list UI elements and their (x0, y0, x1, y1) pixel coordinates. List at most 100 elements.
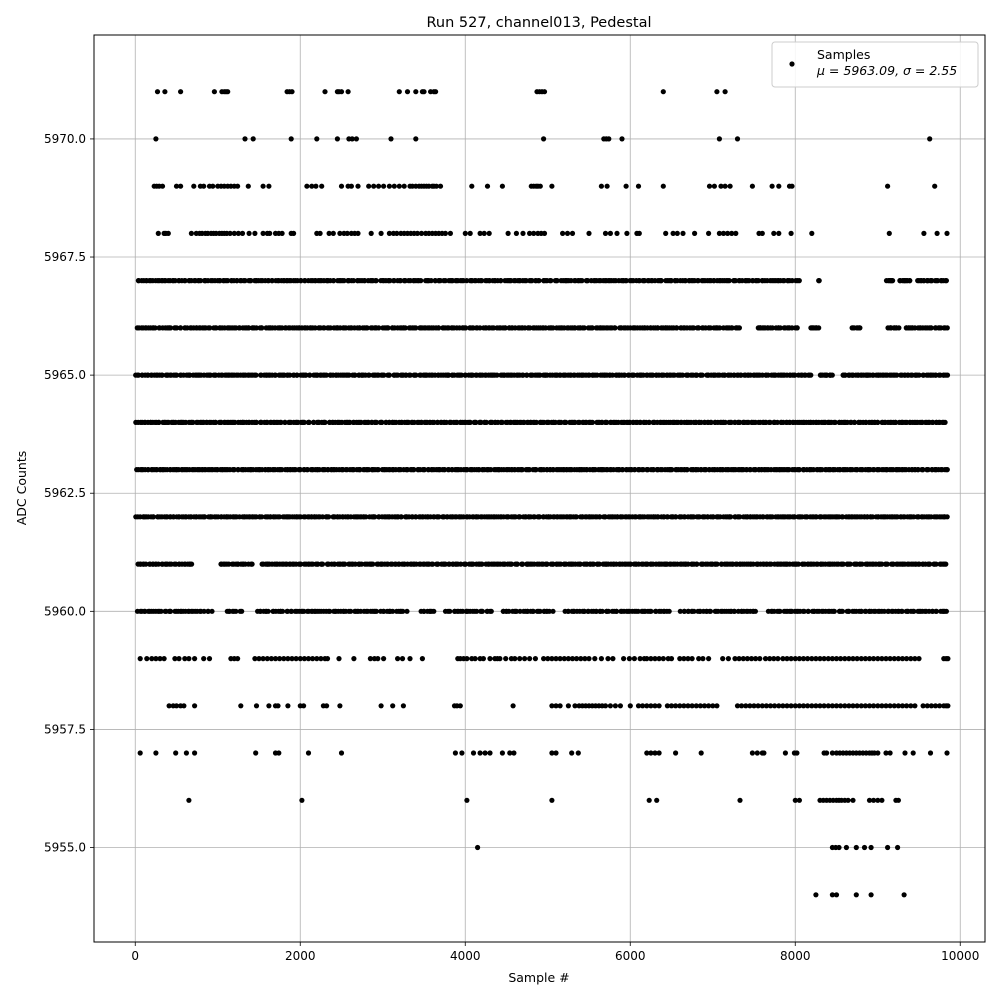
data-point (265, 608, 271, 614)
data-point (304, 183, 310, 189)
data-point (729, 230, 735, 236)
data-point (829, 703, 836, 709)
data-point (813, 703, 819, 709)
data-point (299, 797, 305, 803)
data-point (800, 703, 807, 709)
data-point (589, 419, 596, 425)
data-point (162, 89, 168, 95)
data-point (421, 608, 427, 614)
data-point (944, 230, 950, 236)
data-point (861, 844, 868, 851)
data-point (520, 372, 526, 378)
data-point (927, 561, 933, 567)
data-point (446, 372, 452, 378)
data-point (479, 608, 485, 614)
data-point (558, 561, 564, 567)
data-point (664, 703, 671, 709)
data-point (673, 514, 679, 520)
data-point (413, 89, 419, 95)
data-point (855, 325, 861, 331)
data-point (394, 230, 400, 236)
data-point (407, 656, 413, 662)
data-point (660, 89, 666, 95)
data-point (297, 656, 303, 662)
data-point (943, 608, 950, 614)
data-point (355, 230, 361, 236)
data-point (520, 419, 526, 425)
data-point (242, 136, 248, 142)
data-point (895, 797, 902, 803)
data-point (553, 703, 559, 709)
data-point (386, 183, 392, 189)
data-point (462, 561, 468, 567)
data-point (342, 561, 348, 567)
data-point (488, 608, 494, 614)
data-point (827, 372, 833, 378)
data-point (809, 656, 815, 662)
data-point (519, 467, 526, 473)
data-point (546, 608, 552, 614)
data-point (176, 656, 182, 662)
data-point (644, 750, 650, 756)
data-point (506, 608, 512, 614)
data-point (644, 703, 650, 709)
data-point (433, 183, 439, 189)
data-point (474, 608, 480, 614)
data-point (545, 656, 551, 662)
data-point (239, 230, 246, 236)
data-point (890, 278, 896, 284)
data-point (788, 230, 794, 236)
data-point (875, 750, 881, 756)
data-point (585, 278, 591, 284)
data-point (475, 844, 481, 851)
data-point (858, 703, 864, 709)
data-point (541, 230, 548, 236)
data-point (934, 230, 940, 236)
data-point (747, 467, 753, 473)
data-point (685, 561, 691, 567)
data-point (381, 183, 387, 189)
data-point (868, 892, 874, 898)
data-point (689, 656, 695, 662)
data-point (192, 703, 198, 709)
data-point (714, 703, 720, 709)
data-point (318, 656, 324, 662)
data-point (944, 325, 950, 331)
data-point (483, 419, 489, 425)
data-point (269, 278, 275, 284)
data-point (330, 278, 337, 284)
data-point (477, 750, 483, 756)
data-point (842, 703, 848, 709)
data-point (862, 656, 869, 662)
data-point (315, 561, 321, 567)
data-point (693, 703, 699, 709)
data-point (463, 325, 469, 331)
data-point (376, 325, 382, 331)
data-point (378, 703, 384, 709)
data-point (932, 703, 939, 709)
data-point (673, 750, 679, 756)
data-point (885, 183, 891, 189)
data-point (324, 703, 330, 709)
data-point (674, 230, 680, 236)
data-point (862, 608, 868, 614)
data-point (850, 325, 856, 331)
data-point (400, 608, 406, 614)
data-point (149, 656, 155, 662)
data-point (460, 608, 466, 614)
data-point (246, 325, 252, 331)
data-point (481, 230, 487, 236)
data-point (883, 703, 889, 709)
data-point (813, 892, 819, 898)
data-point (846, 372, 852, 378)
data-point (487, 656, 493, 662)
data-point (796, 467, 802, 473)
data-point (691, 608, 697, 614)
data-point (386, 230, 392, 236)
data-point (260, 230, 266, 236)
data-point (708, 419, 714, 425)
data-point (487, 750, 493, 756)
data-point (586, 230, 592, 236)
data-point (345, 89, 351, 95)
data-point (792, 372, 798, 378)
